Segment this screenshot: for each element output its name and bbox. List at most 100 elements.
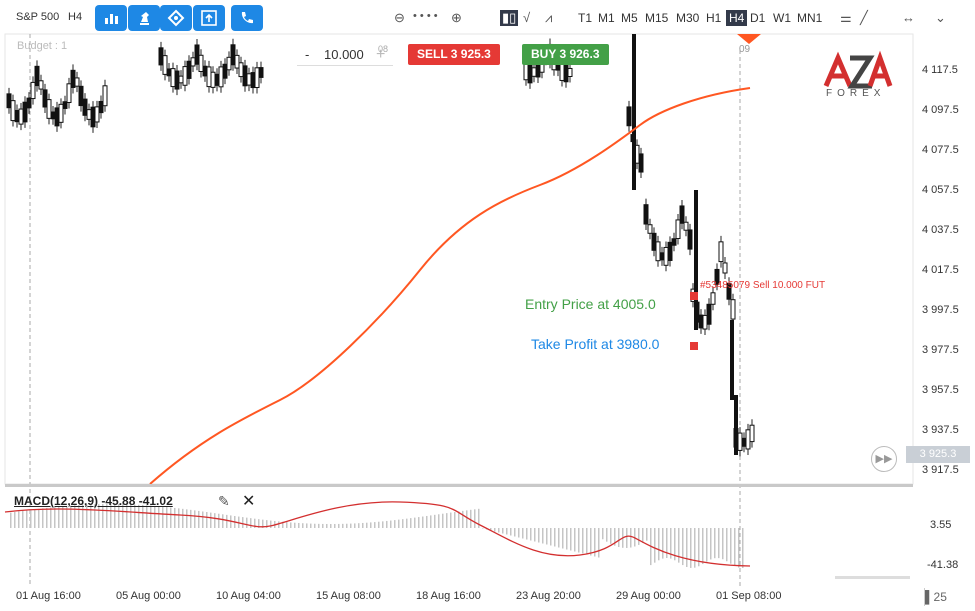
close-icon[interactable]: ✕ — [242, 493, 256, 510]
moving-average-line — [149, 87, 751, 485]
candlesticks — [6, 34, 755, 457]
macd-bar — [282, 521, 284, 528]
candle-body — [214, 73, 220, 86]
symbol-label: S&P 500 — [16, 11, 60, 23]
sell-button[interactable]: SELL 3 925.3 — [408, 44, 500, 65]
candle-body — [182, 66, 188, 86]
candle-body — [531, 67, 537, 77]
qty-step-hint: 08 — [378, 44, 389, 54]
macd-bar — [278, 521, 280, 528]
price-tick: 4 037.5 — [922, 224, 959, 236]
drawing-button[interactable] — [160, 5, 192, 31]
qty-minus-button[interactable]: - — [305, 47, 310, 62]
candle-body — [690, 288, 696, 302]
line-chart-icon[interactable]: √ — [523, 10, 531, 25]
scrollbar[interactable] — [835, 576, 910, 579]
macd-bar — [370, 522, 372, 528]
candle-body — [563, 63, 569, 83]
candle-body — [258, 67, 264, 78]
tf-h4[interactable]: H4 — [726, 10, 748, 26]
tf-mn1[interactable]: MN1 — [797, 11, 823, 25]
macd-bar — [622, 528, 624, 548]
chess-knight-icon — [140, 12, 149, 25]
macd-bar — [250, 518, 252, 528]
macd-bar — [538, 528, 540, 543]
candle-body — [30, 81, 36, 100]
tf-m1[interactable]: M1 — [598, 11, 615, 25]
tf-h1[interactable]: H1 — [706, 11, 722, 25]
macd-bar — [134, 504, 136, 528]
macd-bar — [362, 522, 364, 528]
export-button[interactable] — [193, 5, 225, 31]
candle-chart-icon[interactable]: ▮▯ — [500, 10, 519, 26]
macd-bar — [390, 520, 392, 528]
tf-m30[interactable]: M30 — [676, 11, 700, 25]
logo-subtitle: FOREX — [826, 88, 886, 99]
macd-tick: -41.38 — [927, 559, 959, 571]
candle-body — [722, 262, 728, 274]
candle-body — [643, 204, 649, 225]
macd-bar — [82, 504, 84, 528]
candle-body — [166, 68, 172, 77]
macd-bar — [478, 508, 480, 528]
candle-body — [230, 44, 236, 66]
candle-body — [694, 301, 700, 323]
candle-body — [567, 67, 573, 77]
macd-bar — [306, 523, 308, 528]
tf-m15[interactable]: M15 — [645, 11, 669, 25]
dropdown-icon[interactable]: ⌄ — [935, 10, 946, 25]
arrows-icon[interactable]: ↔ — [902, 10, 915, 25]
scroll-to-end-button[interactable]: ▶▶ — [871, 446, 897, 472]
horizontal-lines-icon[interactable]: ⚌ — [840, 10, 852, 25]
trendline-icon[interactable]: ╱ — [860, 10, 868, 25]
tf-d1[interactable]: D1 — [750, 11, 766, 25]
macd-bar — [710, 528, 712, 560]
date-tick: 29 Aug 00:00 — [616, 590, 681, 602]
macd-bar — [350, 523, 352, 528]
bar-chart-button[interactable] — [95, 5, 127, 31]
quantity-value[interactable]: 10.000 — [324, 47, 364, 62]
macd-bar — [182, 508, 184, 528]
macd-bar — [42, 508, 44, 528]
quantity-stepper[interactable]: - 10.000 + 08 — [297, 44, 393, 66]
price-tick: 4 097.5 — [922, 104, 959, 116]
candle-body — [702, 314, 708, 330]
area-chart-icon[interactable]: ⩘ — [545, 10, 553, 25]
zoom-in-icon[interactable]: ⊕ — [451, 10, 462, 25]
macd-bar — [658, 528, 660, 561]
candle-body — [671, 238, 677, 246]
macd-bar — [446, 513, 448, 528]
macd-bar — [154, 505, 156, 528]
tf-t1[interactable]: T1 — [578, 11, 593, 25]
candle-body — [634, 144, 640, 164]
macd-bar — [18, 511, 20, 528]
macd-bar — [670, 528, 672, 559]
indicator-button[interactable] — [128, 5, 160, 31]
tf-m5[interactable]: M5 — [621, 11, 638, 25]
zoom-indicator: ▌25 — [924, 588, 971, 606]
qty-plus-button[interactable]: + — [376, 46, 386, 63]
macd-bar — [158, 506, 160, 528]
macd-bar — [346, 523, 348, 528]
zoom-slider[interactable]: • • • • — [413, 10, 438, 22]
macd-tick: 3.55 — [930, 519, 952, 531]
candle-body — [734, 395, 738, 455]
macd-bar — [410, 518, 412, 528]
candle-body — [687, 229, 693, 250]
price-tick: 3 997.5 — [922, 304, 959, 316]
macd-bar — [438, 514, 440, 528]
macd-bar — [682, 528, 684, 566]
panel-separator[interactable] — [5, 484, 913, 487]
candle-body — [194, 44, 200, 65]
macd-bar — [586, 528, 588, 555]
macd-bar — [318, 523, 320, 528]
call-button[interactable] — [231, 5, 263, 31]
macd-bar — [226, 514, 228, 528]
tf-w1[interactable]: W1 — [773, 11, 791, 25]
candle-body — [706, 303, 712, 325]
date-tick: 01 Aug 16:00 — [16, 590, 81, 602]
edit-icon[interactable]: ✎ — [218, 493, 230, 509]
macd-bar — [634, 528, 636, 547]
zoom-out-icon[interactable]: ⊖ — [394, 10, 405, 25]
buy-button[interactable]: BUY 3 926.3 — [522, 44, 609, 65]
